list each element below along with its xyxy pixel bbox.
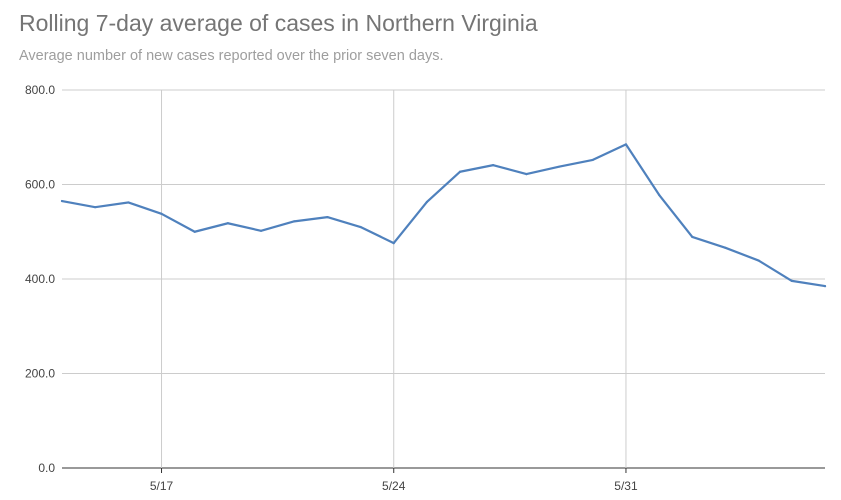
data-point <box>458 170 462 173</box>
data-point <box>591 158 594 162</box>
y-tick-label: 400.0 <box>25 272 55 286</box>
x-tick-label: 5/31 <box>614 479 638 493</box>
data-point <box>624 143 628 146</box>
x-tick-label: 5/24 <box>382 479 406 493</box>
data-point <box>525 173 528 176</box>
data-point <box>790 279 793 282</box>
data-point <box>193 230 196 233</box>
y-tick-label: 200.0 <box>25 367 55 381</box>
chart-title: Rolling 7-day average of cases in Northe… <box>19 10 538 36</box>
chart-subtitle: Average number of new cases reported ove… <box>19 48 444 64</box>
data-point <box>757 259 760 262</box>
data-point <box>359 225 362 229</box>
data-point <box>326 216 329 219</box>
series-line <box>60 143 827 288</box>
data-point <box>558 165 561 168</box>
data-point <box>425 200 429 204</box>
data-point <box>94 206 97 209</box>
y-tick-label: 600.0 <box>25 178 55 192</box>
data-point <box>724 246 727 249</box>
data-point <box>60 199 64 203</box>
y-tick-label: 800.0 <box>25 83 55 97</box>
data-point <box>658 193 661 196</box>
data-point <box>823 284 827 288</box>
data-point <box>259 229 263 232</box>
x-tick-label: 5/17 <box>150 479 174 493</box>
data-point <box>226 222 229 225</box>
data-point <box>160 212 163 215</box>
data-point <box>293 220 296 223</box>
data-point <box>691 235 694 239</box>
y-tick-label: 0.0 <box>38 461 55 475</box>
data-point <box>127 201 130 204</box>
data-point <box>392 241 395 245</box>
data-point <box>492 164 495 167</box>
